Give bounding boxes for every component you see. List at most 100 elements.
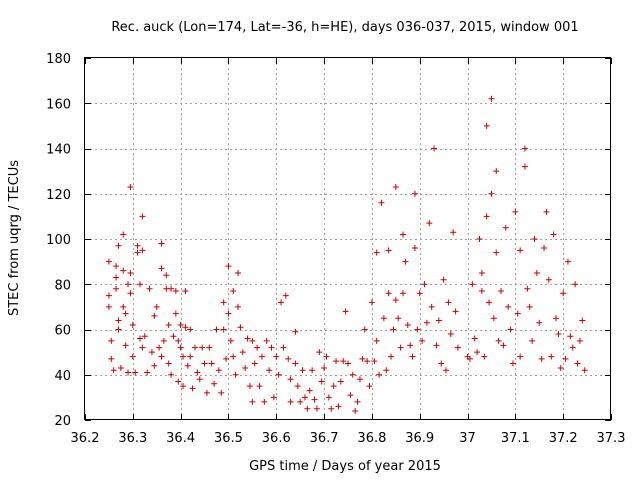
data-point bbox=[531, 236, 538, 242]
data-point bbox=[249, 337, 256, 344]
data-point bbox=[536, 319, 543, 326]
data-point bbox=[373, 337, 380, 344]
data-point bbox=[134, 242, 141, 249]
data-point bbox=[399, 290, 406, 297]
data-point bbox=[189, 385, 196, 392]
data-point bbox=[505, 303, 512, 310]
data-point bbox=[184, 362, 191, 369]
data-point bbox=[309, 367, 316, 374]
data-point bbox=[113, 274, 120, 281]
data-point bbox=[172, 310, 179, 317]
data-point bbox=[512, 208, 519, 215]
data-point bbox=[569, 344, 576, 351]
data-point bbox=[273, 353, 280, 360]
data-point bbox=[521, 145, 528, 152]
data-point bbox=[524, 285, 531, 292]
data-point bbox=[576, 337, 583, 344]
data-point bbox=[474, 349, 481, 356]
data-point bbox=[335, 403, 342, 410]
data-point bbox=[380, 315, 387, 322]
data-point bbox=[373, 249, 380, 256]
data-point bbox=[376, 371, 383, 378]
data-point bbox=[232, 371, 239, 378]
data-point bbox=[543, 208, 550, 215]
x-tick-label: 37.3 bbox=[597, 431, 626, 446]
data-point bbox=[392, 297, 399, 304]
data-point bbox=[493, 168, 500, 175]
data-point bbox=[251, 360, 258, 367]
data-point bbox=[555, 331, 562, 338]
data-point bbox=[268, 344, 275, 351]
data-point bbox=[270, 394, 277, 401]
data-point bbox=[517, 353, 524, 360]
data-point bbox=[220, 299, 227, 306]
data-point bbox=[144, 369, 151, 376]
data-point bbox=[139, 344, 146, 351]
data-point bbox=[579, 317, 586, 324]
data-point bbox=[206, 344, 213, 351]
data-point bbox=[347, 392, 354, 399]
data-point bbox=[218, 389, 225, 396]
data-point bbox=[345, 360, 351, 367]
data-point bbox=[115, 326, 122, 333]
data-point bbox=[356, 376, 363, 383]
data-point bbox=[454, 344, 461, 351]
data-point bbox=[450, 229, 457, 236]
data-point bbox=[359, 355, 366, 362]
data-point bbox=[211, 380, 218, 387]
data-point bbox=[139, 213, 146, 220]
y-tick-labels: 20 40 60 80 100 120 140 160 180 bbox=[46, 52, 71, 429]
data-point bbox=[199, 344, 206, 351]
data-point bbox=[113, 263, 120, 270]
data-point bbox=[385, 290, 392, 297]
data-point bbox=[292, 360, 299, 367]
data-point bbox=[488, 190, 495, 197]
tick-marks bbox=[85, 58, 612, 421]
data-point bbox=[297, 398, 304, 405]
data-point bbox=[127, 269, 134, 276]
x-tick-label: 36.7 bbox=[310, 431, 339, 446]
data-point bbox=[447, 331, 454, 338]
data-point bbox=[148, 349, 155, 356]
x-tick-label: 37.2 bbox=[549, 431, 578, 446]
data-point bbox=[445, 299, 452, 306]
data-point bbox=[177, 344, 184, 351]
data-point bbox=[361, 326, 368, 333]
data-point bbox=[316, 349, 323, 356]
data-point bbox=[581, 367, 588, 374]
data-point bbox=[354, 398, 361, 405]
data-point bbox=[141, 333, 148, 340]
data-point bbox=[151, 362, 158, 369]
data-point bbox=[550, 231, 557, 238]
x-tick-label: 36.2 bbox=[71, 431, 100, 446]
data-point bbox=[153, 303, 160, 310]
data-point bbox=[225, 310, 232, 317]
data-point bbox=[196, 376, 203, 383]
x-tick-label: 36.3 bbox=[118, 431, 147, 446]
data-point bbox=[304, 405, 311, 412]
data-point bbox=[263, 337, 270, 344]
data-point bbox=[414, 326, 421, 333]
data-point bbox=[278, 299, 285, 306]
y-tick-label: 120 bbox=[46, 188, 71, 203]
data-point bbox=[213, 326, 220, 333]
y-tick-label: 140 bbox=[46, 143, 71, 158]
data-point bbox=[172, 288, 179, 295]
data-point bbox=[168, 285, 175, 292]
data-point bbox=[235, 303, 242, 310]
data-point bbox=[170, 333, 177, 340]
y-tick-label: 80 bbox=[54, 278, 71, 293]
x-tick-label: 37.1 bbox=[501, 431, 530, 446]
data-point bbox=[177, 321, 184, 328]
data-point bbox=[330, 383, 337, 390]
data-point bbox=[342, 308, 349, 315]
x-tick-label: 36.8 bbox=[357, 431, 386, 446]
data-point bbox=[378, 199, 385, 206]
data-point bbox=[201, 360, 208, 367]
data-point bbox=[235, 269, 242, 276]
data-point bbox=[120, 267, 127, 274]
data-point bbox=[134, 249, 141, 256]
data-point bbox=[282, 292, 289, 299]
data-point bbox=[574, 360, 581, 367]
